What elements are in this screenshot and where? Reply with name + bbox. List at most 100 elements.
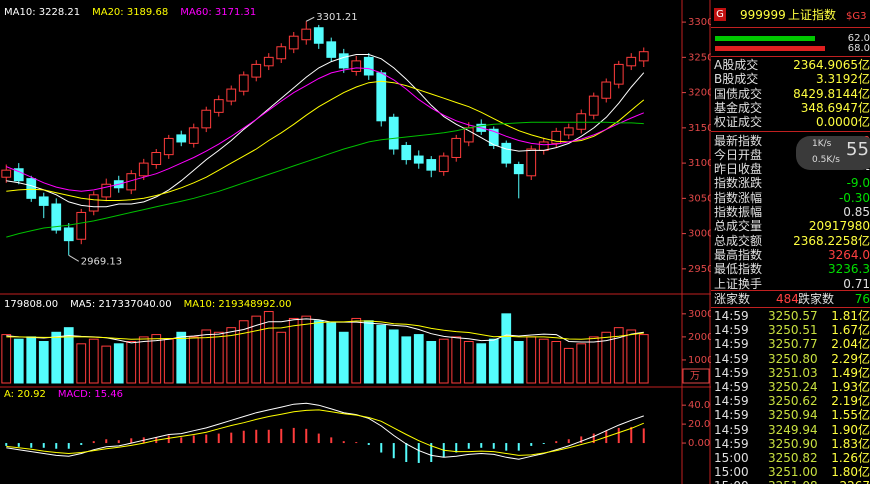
volume-bar <box>151 334 162 384</box>
candle-body <box>13 168 24 182</box>
legend-entry: MA60: 3171.31 <box>180 7 256 18</box>
volume-bar <box>488 338 499 384</box>
row-value: 2368.2258亿 <box>793 233 870 248</box>
volume-bar <box>413 334 424 384</box>
ma-line <box>6 80 645 201</box>
tick-price: 3250.82 <box>768 451 818 465</box>
row-label: 最高指数 <box>714 247 763 262</box>
breadth-up: 484 <box>776 292 799 306</box>
candle-body <box>626 56 637 67</box>
candle-body <box>326 41 337 58</box>
tick-time: 15:00 <box>714 465 749 480</box>
candle-body <box>213 99 224 113</box>
volume-bar <box>1 334 12 384</box>
annotation-high: 3301.21 <box>316 12 357 23</box>
y-tick-label: 3250 <box>688 52 711 63</box>
candle-body <box>138 162 149 177</box>
row-label: 最新指数 <box>714 133 763 148</box>
candle-body <box>413 155 424 164</box>
tick-time: 14:59 <box>714 337 749 352</box>
volume-bar <box>601 331 612 384</box>
tick-volume: 1.93亿 <box>831 380 870 394</box>
tick-price: 3251.00 <box>768 465 818 480</box>
tick-time: 14:59 <box>714 422 749 437</box>
separator <box>711 131 870 133</box>
tick-volume: 1.67亿 <box>831 323 870 338</box>
tick-price: 3250.51 <box>768 323 818 338</box>
y-tick-label: 20.00 <box>688 419 711 430</box>
tick-time: 14:59 <box>714 394 749 409</box>
row-label: 总成交量 <box>714 219 763 234</box>
candle-body <box>288 35 299 50</box>
tick-volume: 1.26亿 <box>831 451 870 465</box>
separator <box>711 290 870 291</box>
volume-bar <box>301 315 312 384</box>
ratio-bar <box>715 46 825 51</box>
annotation-leader <box>68 254 80 262</box>
volume-bar <box>138 336 149 384</box>
legend-entry: A: 20.92 <box>4 389 46 400</box>
y-tick-label: 3050 <box>688 193 711 204</box>
volume-bar <box>563 347 574 384</box>
row-value: 348.6947亿 <box>800 100 870 115</box>
candle-body <box>438 155 449 173</box>
candle-body <box>238 74 249 92</box>
candle-body <box>76 211 87 240</box>
tick-time: 14:59 <box>714 436 749 451</box>
row-value: 0.0000亿 <box>816 115 870 130</box>
row-value: 3264.0 <box>828 247 870 262</box>
candle-body <box>188 127 199 144</box>
legend-entry: MA5: 217337040.00 <box>70 299 172 310</box>
candle-body <box>426 159 437 171</box>
row-value: 0.71 <box>843 276 870 291</box>
volume-bar <box>313 320 324 384</box>
row-value: - <box>865 162 870 177</box>
tick-price: 3251.03 <box>768 365 818 380</box>
candle-body <box>363 56 374 76</box>
volume-bar <box>63 327 74 384</box>
volume-bar <box>113 343 124 384</box>
volume-bar <box>501 313 512 384</box>
row-label: 权证成交 <box>714 115 763 130</box>
tick-time: 14:59 <box>714 323 749 338</box>
y-tick-label: 3300 <box>688 17 711 28</box>
volume-bar <box>576 343 587 384</box>
volume-bar <box>251 315 262 384</box>
volume-bar <box>476 343 487 384</box>
candle-body <box>88 194 99 212</box>
row-value: 0.85 <box>843 205 870 219</box>
y-tick-label: 0.00 <box>688 438 710 449</box>
tick-volume: 2.29亿 <box>831 351 870 366</box>
candle-body <box>251 63 262 78</box>
candle-body <box>1 169 12 178</box>
volume-bar <box>51 331 62 384</box>
candle-body <box>526 148 537 177</box>
candle-body <box>551 130 562 144</box>
tick-time: 14:59 <box>714 408 749 423</box>
volume-bar <box>538 338 549 384</box>
row-label: 上证换手 <box>714 276 763 291</box>
candle-body <box>63 227 74 242</box>
row-label: 国债成交 <box>714 86 763 101</box>
candle-body <box>451 137 462 158</box>
volume-bar <box>638 334 649 384</box>
volume-bar <box>263 311 274 384</box>
volume-bar <box>26 336 37 384</box>
volume-bar <box>188 336 199 384</box>
tick-price: 3250.57 <box>768 309 818 323</box>
annotation-low: 2969.13 <box>81 256 122 267</box>
tick-time: 15:00 <box>714 451 749 465</box>
volume-bar <box>88 338 99 384</box>
tick-time: 14:59 <box>714 351 749 366</box>
y-tick-label: 2950 <box>688 264 711 275</box>
row-label: 总成交额 <box>714 233 763 248</box>
row-label: 指数涨跌 <box>714 176 763 191</box>
candle-body <box>201 109 212 129</box>
ma-line <box>6 320 644 340</box>
widget-down: 0.5K/s <box>812 155 840 165</box>
row-label: 昨日收盘 <box>714 162 763 177</box>
volume-bar <box>626 329 637 384</box>
candle-body <box>263 56 274 67</box>
chart: 2950 3000 3050 3100 3150 3200 3250 3300 MA10: 32… <box>0 0 711 484</box>
candle-body <box>376 72 387 122</box>
